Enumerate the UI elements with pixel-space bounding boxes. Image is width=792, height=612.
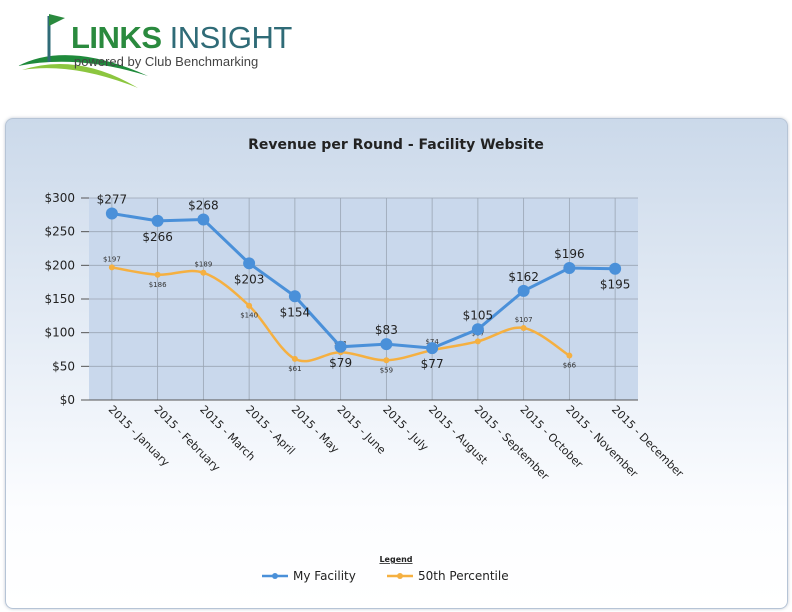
data-label-my-facility: $196 — [554, 247, 585, 261]
data-point-50th-percentile[interactable] — [108, 264, 115, 271]
data-point-my-facility[interactable] — [243, 257, 256, 270]
data-point-my-facility[interactable] — [334, 340, 347, 353]
data-point-50th-percentile[interactable] — [291, 355, 298, 362]
brand-subtitle: powered by Club Benchmarking — [74, 54, 259, 69]
data-label-my-facility: $79 — [329, 356, 352, 370]
data-point-50th-percentile[interactable] — [383, 357, 390, 364]
y-tick-label: $50 — [52, 359, 75, 373]
line-chart: Revenue per Round - Facility Website $0 $… — [44, 137, 686, 583]
chart-title: Revenue per Round - Facility Website — [248, 137, 544, 153]
data-point-50th-percentile[interactable] — [566, 352, 573, 359]
golf-flag-icon — [18, 14, 148, 88]
data-point-50th-percentile[interactable] — [246, 302, 253, 309]
data-label-my-facility: $83 — [375, 323, 398, 337]
data-label-my-facility: $77 — [421, 357, 444, 371]
data-label-my-facility: $268 — [188, 199, 219, 213]
data-label-50th-percentile: $66 — [563, 362, 577, 370]
y-tick-label: $200 — [44, 258, 75, 272]
brand-title: LINKS INSIGHT — [71, 20, 292, 56]
legend-label-50th-percentile[interactable]: 50th Percentile — [418, 569, 509, 583]
data-label-50th-percentile: $59 — [380, 366, 393, 374]
data-point-my-facility[interactable] — [380, 338, 393, 351]
y-tick-label: $150 — [44, 292, 75, 306]
data-point-my-facility[interactable] — [426, 342, 439, 355]
y-tick-label: $300 — [44, 191, 75, 205]
legend-marker-my-facility — [272, 573, 278, 579]
chart-panel: Revenue per Round - Facility Website $0 $… — [5, 118, 788, 609]
y-tick-label: $0 — [60, 393, 75, 407]
data-point-my-facility[interactable] — [517, 284, 530, 297]
data-point-my-facility[interactable] — [563, 262, 576, 275]
series-line-my-facility — [111, 212, 616, 350]
legend: Legend My Facility 50th Percentile — [262, 555, 509, 583]
data-label-my-facility: $162 — [508, 270, 539, 284]
brand-title-part1: LINKS — [71, 20, 162, 55]
y-tick-label: $100 — [44, 326, 75, 340]
data-point-my-facility[interactable] — [197, 213, 210, 226]
data-label-my-facility: $105 — [463, 308, 494, 322]
data-point-my-facility[interactable] — [105, 207, 118, 220]
legend-label-my-facility[interactable]: My Facility — [293, 569, 356, 583]
data-label-my-facility: $195 — [600, 278, 631, 292]
data-point-my-facility[interactable] — [288, 290, 301, 303]
legend-title: Legend — [379, 555, 412, 564]
data-label-my-facility: $277 — [97, 192, 128, 206]
data-label-50th-percentile: $107 — [515, 316, 533, 324]
data-label-50th-percentile: $186 — [149, 281, 167, 289]
brand-logo: LINKS INSIGHT powered by Club Benchmarki… — [18, 8, 292, 93]
data-point-my-facility[interactable] — [151, 214, 164, 227]
data-label-50th-percentile: $140 — [240, 312, 258, 320]
data-label-my-facility: $154 — [280, 305, 311, 319]
y-tick-label: $250 — [44, 225, 75, 239]
brand-title-part2: INSIGHT — [161, 20, 293, 55]
data-point-50th-percentile[interactable] — [520, 324, 527, 331]
data-label-50th-percentile: $61 — [288, 365, 301, 373]
data-label-my-facility: $203 — [234, 272, 265, 286]
data-point-my-facility[interactable] — [609, 262, 622, 275]
data-label-50th-percentile: $189 — [194, 261, 212, 269]
data-label-50th-percentile: $197 — [103, 255, 121, 263]
data-point-my-facility[interactable] — [471, 323, 484, 336]
data-point-50th-percentile[interactable] — [200, 269, 207, 276]
data-point-50th-percentile[interactable] — [474, 338, 481, 345]
data-point-50th-percentile[interactable] — [154, 271, 161, 278]
legend-marker-50th-percentile — [397, 573, 403, 579]
data-label-my-facility: $266 — [142, 230, 173, 244]
